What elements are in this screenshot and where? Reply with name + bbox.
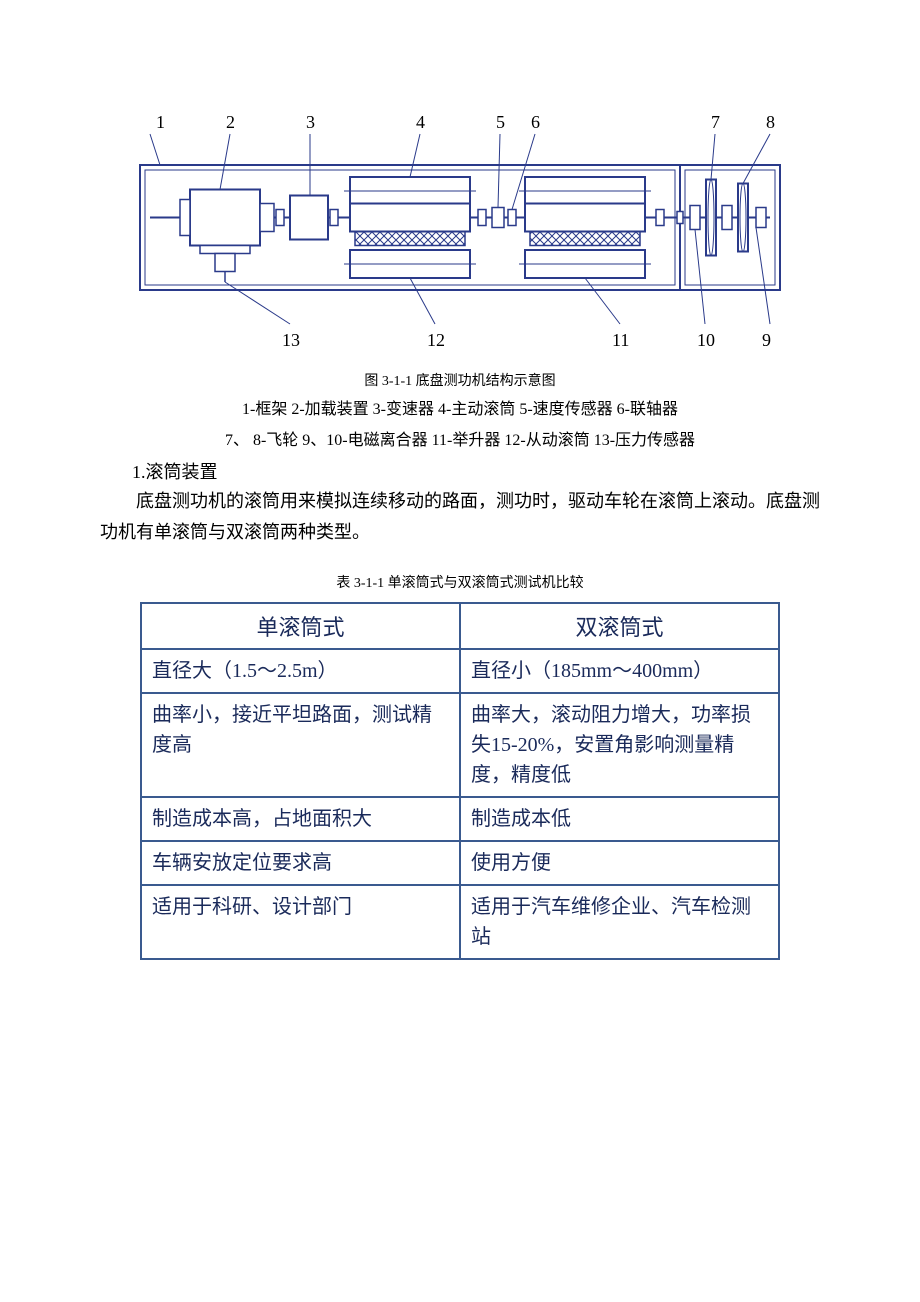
- table-row: 制造成本高，占地面积大制造成本低: [141, 797, 779, 841]
- figure-legend-line1: 1-框架 2-加载装置 3-变速器 4-主动滚筒 5-速度传感器 6-联轴器: [60, 396, 860, 423]
- svg-text:4: 4: [416, 112, 425, 132]
- table-row: 直径大（1.5～2.5m）直径小（185mm～400mm）: [141, 649, 779, 693]
- document-page: 12345678131211109 图 3-1-1 底盘测功机结构示意图 1-框…: [0, 0, 920, 1020]
- figure-caption: 图 3-1-1 底盘测功机结构示意图: [60, 370, 860, 390]
- svg-text:11: 11: [612, 330, 629, 350]
- table-cell: 使用方便: [460, 841, 779, 885]
- table-row: 适用于科研、设计部门适用于汽车维修企业、汽车检测站: [141, 885, 779, 959]
- svg-text:7: 7: [711, 112, 720, 132]
- table-cell: 适用于科研、设计部门: [141, 885, 460, 959]
- table-header-cell: 双滚筒式: [460, 603, 779, 649]
- table-cell: 车辆安放定位要求高: [141, 841, 460, 885]
- table-cell: 制造成本高，占地面积大: [141, 797, 460, 841]
- table-header-cell: 单滚筒式: [141, 603, 460, 649]
- svg-text:1: 1: [156, 112, 165, 132]
- svg-text:3: 3: [306, 112, 315, 132]
- svg-text:9: 9: [762, 330, 771, 350]
- comparison-table: 单滚筒式双滚筒式直径大（1.5～2.5m）直径小（185mm～400mm）曲率小…: [140, 602, 780, 960]
- figure-legend-line2: 7、 8-飞轮 9、10-电磁离合器 11-举升器 12-从动滚筒 13-压力传…: [60, 427, 860, 454]
- svg-text:6: 6: [531, 112, 540, 132]
- svg-text:5: 5: [496, 112, 505, 132]
- table-cell: 曲率大，滚动阻力增大，功率损失15-20%，安置角影响测量精度，精度低: [460, 693, 779, 797]
- section-heading: 1.滚筒装置: [132, 458, 860, 484]
- table-cell: 直径大（1.5～2.5m）: [141, 649, 460, 693]
- svg-text:8: 8: [766, 112, 775, 132]
- table-row: 曲率小，接近平坦路面，测试精度高曲率大，滚动阻力增大，功率损失15-20%，安置…: [141, 693, 779, 797]
- table-caption: 表 3-1-1 单滚筒式与双滚筒式测试机比较: [60, 572, 860, 592]
- dynamometer-schematic: 12345678131211109: [120, 100, 800, 360]
- svg-text:13: 13: [282, 330, 300, 350]
- svg-text:12: 12: [427, 330, 445, 350]
- table-cell: 制造成本低: [460, 797, 779, 841]
- table-row: 车辆安放定位要求高使用方便: [141, 841, 779, 885]
- schematic-diagram: 12345678131211109: [120, 100, 800, 360]
- svg-text:10: 10: [697, 330, 715, 350]
- body-paragraph: 底盘测功机的滚筒用来模拟连续移动的路面，测功时，驱动车轮在滚筒上滚动。底盘测功机…: [100, 486, 820, 547]
- svg-text:2: 2: [226, 112, 235, 132]
- table-cell: 曲率小，接近平坦路面，测试精度高: [141, 693, 460, 797]
- table-cell: 直径小（185mm～400mm）: [460, 649, 779, 693]
- table-cell: 适用于汽车维修企业、汽车检测站: [460, 885, 779, 959]
